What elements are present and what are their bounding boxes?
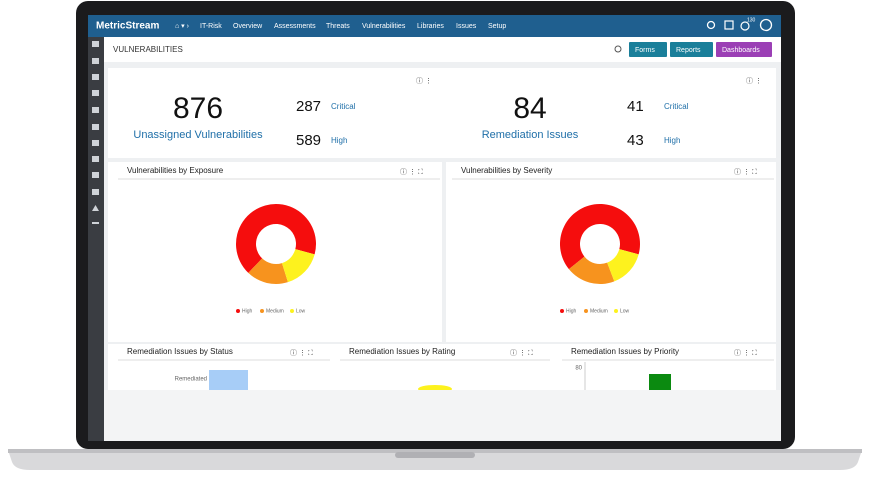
chart-title: Vulnerabilities by Exposure [127,166,224,175]
brand: MetricStream [96,21,159,32]
page-header [104,37,781,62]
page-title: VULNERABILITIES [113,45,183,54]
screen-lower [104,390,781,441]
breakdown-value: 41 [627,98,644,115]
chart-title: Vulnerabilities by Severity [461,166,552,175]
nav-item[interactable]: Issues [456,23,477,30]
status-bar [209,370,248,390]
nav-item[interactable]: Setup [488,23,506,30]
panel-menu[interactable]: ⓘ ⋮ ⛶ [510,349,533,357]
donut-segment [568,256,615,284]
button[interactable] [670,42,713,57]
legend-swatch [614,309,618,313]
legend-swatch [236,309,240,313]
breakdown-value: 287 [296,98,321,115]
button-label[interactable]: Forms [635,47,655,54]
donut-segment [235,204,316,273]
laptop-base [8,450,862,470]
legend-swatch [560,309,564,313]
panel-menu[interactable]: ⓘ ⋮ ⛶ [734,349,757,357]
panel-title: Remediation Issues by Rating [349,347,455,356]
donut-segment [281,249,315,283]
button[interactable] [716,42,772,57]
chart-panel [108,162,442,342]
donut-segment [607,249,639,282]
home-icon[interactable]: ⌂ ▾ › [175,23,190,30]
stat-label: Remediation Issues [482,129,579,141]
breadcrumb[interactable]: IT-Risk [200,23,222,30]
breakdown-label: Critical [331,102,356,111]
stat-value: 84 [513,92,546,125]
base-edge [8,449,862,453]
panel-menu[interactable]: ⓘ ⋮ ⛶ [734,168,757,176]
help-icon[interactable] [614,45,622,53]
legend-swatch [260,309,264,313]
panel-menu[interactable]: ⓘ ⋮ [746,77,762,85]
button[interactable] [629,42,667,57]
panel-title: Remediation Issues by Priority [571,347,679,356]
chart-panel [446,162,776,342]
breakdown-label: High [664,136,680,145]
legend-label: Medium [266,308,284,314]
button-label[interactable]: Reports [676,47,701,54]
nav-item[interactable]: Libraries [417,23,444,30]
breakdown-value: 43 [627,132,644,149]
category-label: Remediated [175,377,207,383]
nav-item[interactable]: Overview [233,23,263,30]
nav-item[interactable]: Threats [326,23,350,30]
stat-value: 876 [173,92,223,125]
phone-icon[interactable] [740,21,750,31]
panel-menu[interactable]: ⓘ ⋮ ⛶ [290,349,313,357]
panel-menu[interactable]: ⓘ ⋮ ⛶ [400,168,423,176]
breakdown-label: Critical [664,102,689,111]
nav-item[interactable]: Vulnerabilities [362,23,406,30]
sidebar-icons [92,41,99,224]
donut-segment [560,204,640,270]
sidebar [88,37,104,441]
user-icon[interactable] [759,18,773,32]
breakdown-label: High [331,136,347,145]
button-label[interactable]: Dashboards [722,47,760,54]
panel-menu[interactable]: ⓘ ⋮ [416,77,432,85]
legend-swatch [584,309,588,313]
notch [395,452,475,458]
legend-swatch [290,309,294,313]
breakdown-value: 589 [296,132,321,149]
search-icon[interactable] [706,20,716,30]
legend-label: Low [620,308,630,314]
stats-panel [108,68,776,158]
legend-label: High [566,308,577,314]
badge: 130 [747,17,756,23]
panel-title: Remediation Issues by Status [127,347,233,356]
nav-item[interactable]: Assessments [274,23,316,30]
priority-bar [649,374,671,390]
stat-label: Unassigned Vulnerabilities [133,129,263,141]
legend-label: High [242,308,253,314]
donut-segment [248,258,288,284]
legend-label: Low [296,308,306,314]
top-nav [88,15,781,37]
calendar-icon[interactable] [724,20,734,30]
legend-label: Medium [590,308,608,314]
tick-label: 80 [575,366,582,372]
